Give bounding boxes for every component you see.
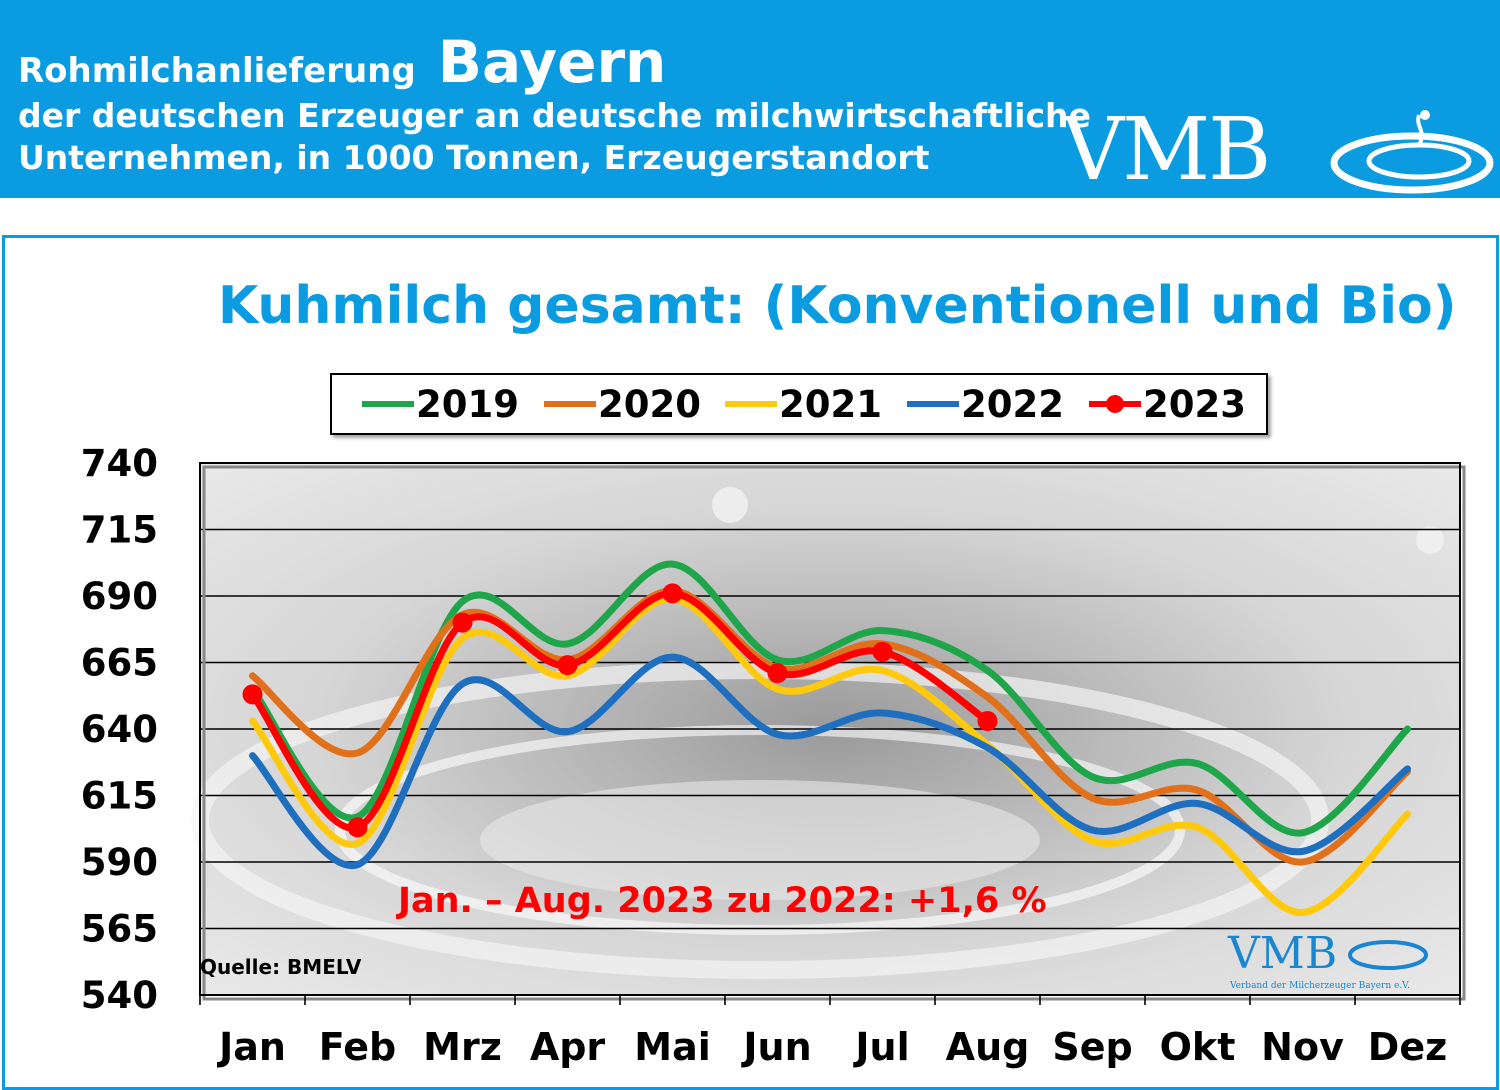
header-subtitle-line1: der deutschen Erzeuger an deutsche milch… bbox=[18, 96, 1091, 135]
legend-label-2019: 2019 bbox=[416, 383, 519, 426]
chart-frame bbox=[2, 235, 1499, 1090]
vmb-logo-text: VMB bbox=[1062, 100, 1271, 200]
milk-drop-icon bbox=[1330, 110, 1494, 194]
vmb-logo: VMB bbox=[1062, 103, 1500, 198]
legend-label-2021: 2021 bbox=[779, 383, 882, 426]
chart-legend: 2019 2020 2021 2022 2023 bbox=[330, 373, 1268, 435]
legend-label-2023: 2023 bbox=[1143, 383, 1246, 426]
legend-items: 2019 2020 2021 2022 2023 bbox=[362, 383, 1246, 426]
header-title: Rohmilchanlieferung Bayern bbox=[18, 28, 666, 96]
legend-label-2022: 2022 bbox=[961, 383, 1064, 426]
header-title-prefix: Rohmilchanlieferung bbox=[18, 51, 416, 91]
header-subtitle-line2: Unternehmen, in 1000 Tonnen, Erzeugersta… bbox=[18, 138, 930, 177]
header-title-region: Bayern bbox=[437, 28, 667, 96]
chart-title: Kuhmilch gesamt: (Konventionell und Bio) bbox=[218, 276, 1457, 336]
legend-marker-2023 bbox=[1106, 395, 1124, 413]
header-banner: Rohmilchanlieferung Bayern der deutschen … bbox=[0, 0, 1500, 198]
legend-label-2020: 2020 bbox=[598, 383, 701, 426]
